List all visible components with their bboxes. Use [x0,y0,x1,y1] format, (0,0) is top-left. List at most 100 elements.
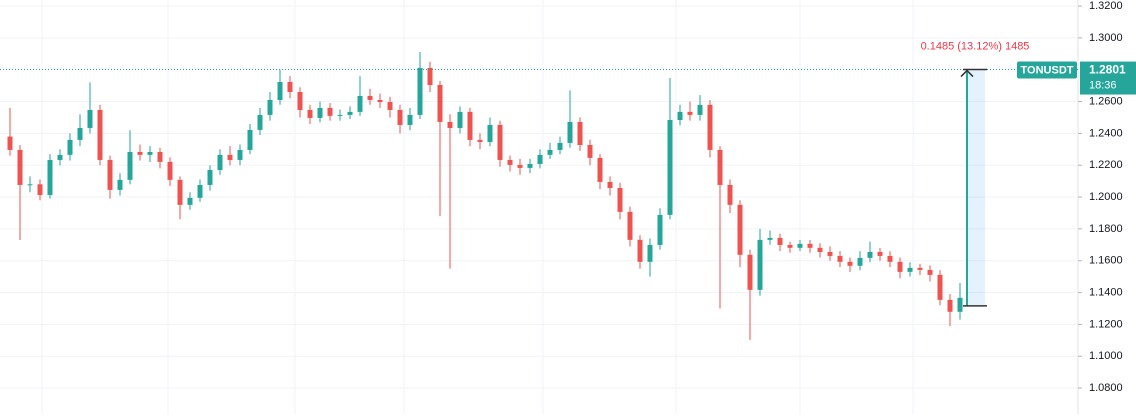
candle-body [957,297,963,312]
candle-body [407,114,413,125]
candle-body [307,109,313,118]
candle-body [677,111,683,121]
price-tag: 1.2801 [1089,63,1126,77]
candle-body [507,159,513,165]
y-tick-label: 1.2600 [1089,95,1123,107]
candle-body [387,102,393,110]
candle-body [117,179,123,190]
candle-body [97,109,103,160]
candle-body [727,184,733,205]
candle-body [247,129,253,150]
candle-body [17,149,23,185]
candle-body [767,237,773,240]
y-tick-label: 1.1800 [1089,223,1123,235]
candle-body [347,111,353,115]
candle-body [607,181,613,188]
candle-body [87,109,93,128]
candle-body [667,120,673,215]
candle-body [597,157,603,182]
candle-body [827,251,833,256]
y-tick-label: 1.3200 [1089,0,1123,12]
candle-body [417,67,423,115]
candle-body [937,274,943,300]
candle-body [547,149,553,155]
candle-body [617,187,623,212]
candle-body [707,104,713,150]
candle-body [37,184,43,195]
candle-body [217,154,223,170]
candle-body [567,121,573,143]
measure-area [967,69,985,306]
candle-body [367,95,373,100]
candle-body [717,149,723,185]
candle-body [897,261,903,272]
candle-body [807,243,813,248]
candle-body [107,159,113,190]
candle-body [687,111,693,115]
candle-body [177,179,183,205]
candle-body [867,251,873,258]
candle-body [227,154,233,160]
candle-body [487,124,493,142]
candle-body [377,99,383,103]
y-tick-label: 1.1600 [1089,255,1123,267]
candle-body [797,243,803,248]
candle-body [277,81,283,100]
symbol-tag-bg [1017,61,1077,79]
candle-body [157,152,163,162]
candle-body [357,95,363,112]
candle-body [67,139,73,155]
candle-body [857,257,863,266]
candle-body [737,204,743,255]
candle-body [27,184,33,186]
candle-body [577,121,583,146]
candle-body [77,127,83,140]
candle-body [127,152,133,180]
candle-body [817,247,823,252]
candle-body [7,136,13,150]
price-tag-bg [1080,61,1136,95]
candle-body [947,299,953,312]
candle-body [907,267,913,272]
candle-body [787,244,793,248]
candle-body [427,67,433,85]
candle-body [447,121,453,128]
candle-body [517,164,523,168]
candle-body [437,84,443,122]
candle-body [497,124,503,160]
y-tick-label: 1.1000 [1089,350,1123,362]
candle-body [747,254,753,290]
candle-body [237,149,243,160]
candle-body [457,111,463,128]
countdown: 18:36 [1089,79,1117,91]
candle-body [657,214,663,245]
candle-body [647,244,653,262]
candle-body [167,161,173,180]
candle-body [317,107,323,118]
candle-body [557,142,563,150]
candle-body [927,269,933,275]
candle-body [637,239,643,262]
candle-body [877,251,883,256]
candle-body [267,99,273,115]
candle-body [587,145,593,158]
y-tick-label: 1.2000 [1089,191,1123,203]
vertical-grid [41,0,914,414]
candle-body [847,261,853,266]
candle-body [187,197,193,205]
symbol-tag: TONUSDT [1021,64,1074,76]
candle-body [57,154,63,160]
candle-body [337,114,343,116]
candle-body [777,237,783,245]
candle-body [207,169,213,185]
candle-body [697,104,703,115]
measure-label: 0.1485 (13.12%) 1485 [921,40,1030,52]
candle-body [327,107,333,116]
candle-body [137,152,143,155]
candle-body [537,154,543,164]
candle-body [627,211,633,240]
y-tick-label: 1.3000 [1089,32,1123,44]
candle-body [147,152,153,155]
y-tick-label: 1.2400 [1089,127,1123,139]
